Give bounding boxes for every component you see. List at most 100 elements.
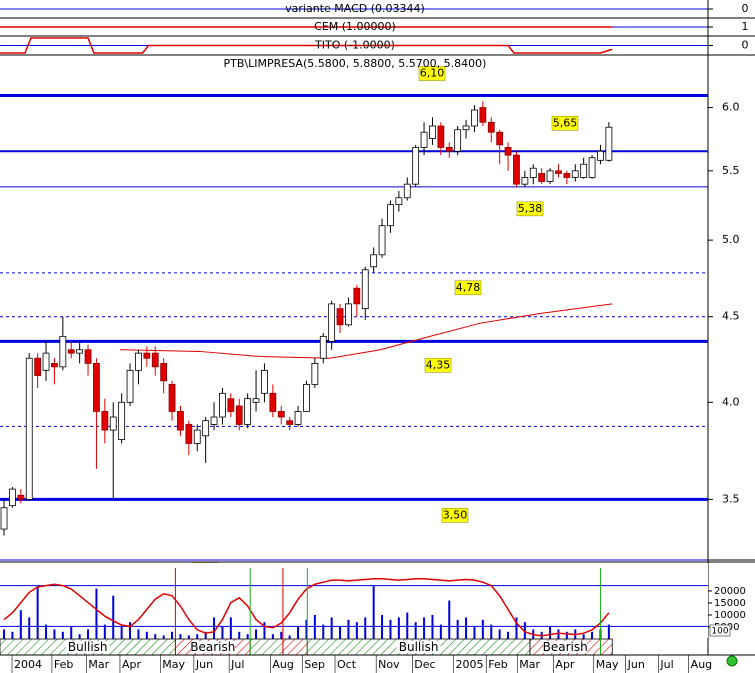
- volume-bar: [565, 631, 568, 639]
- volume-bar: [557, 629, 560, 639]
- trend-segment: [249, 638, 284, 656]
- y-tick-label: 3.5: [722, 492, 740, 505]
- volume-bar: [246, 634, 249, 639]
- candle-body: [538, 173, 546, 182]
- volume-bar: [389, 619, 392, 639]
- y-tick-label: 5.0: [722, 233, 740, 246]
- volume-bar: [473, 626, 476, 639]
- x-tick-label: Jun: [627, 658, 645, 671]
- candle-body: [101, 411, 109, 431]
- candle-body: [521, 177, 529, 185]
- level-label-box: [454, 280, 482, 296]
- candle-body: [571, 170, 579, 178]
- volume-bar: [70, 626, 73, 639]
- unit-label: 100: [711, 627, 728, 637]
- candle-body: [76, 349, 84, 354]
- candle-body: [336, 308, 344, 326]
- x-tick-label: Nov: [378, 658, 400, 671]
- lower-panel-bg: [0, 563, 708, 638]
- candle-body: [0, 507, 8, 530]
- volume-bar: [204, 631, 207, 639]
- volume-bar: [78, 634, 81, 639]
- y-tick-label: 4.5: [722, 310, 740, 323]
- y-tick-label: 0: [742, 39, 749, 52]
- candle-body: [496, 131, 504, 146]
- volume-bar: [271, 634, 274, 639]
- x-tick-label: May: [596, 658, 619, 671]
- level-label-box: [516, 201, 544, 217]
- y-tick-label: 20000: [714, 586, 746, 597]
- indicator-title: CEM (1.00000): [314, 20, 396, 33]
- candle-body: [378, 225, 386, 256]
- candle-body: [429, 125, 436, 139]
- volume-bar: [397, 617, 400, 639]
- candle-body: [504, 147, 512, 156]
- trend-label: Bullish: [68, 640, 108, 654]
- volume-bar: [431, 614, 434, 639]
- level-label: 5,38: [518, 202, 543, 215]
- x-tick-label: Dec: [414, 658, 435, 671]
- candle-body: [286, 420, 294, 425]
- candle-body: [34, 357, 42, 376]
- candle-body: [294, 411, 302, 425]
- volume-bar: [28, 617, 31, 639]
- trend-label-bg: [396, 641, 441, 653]
- volume-bar: [465, 617, 468, 639]
- volume-bar: [179, 634, 182, 639]
- volume-bar: [439, 624, 442, 639]
- volume-bar: [238, 631, 241, 639]
- candle-body: [445, 147, 453, 152]
- level-label: 5,65: [553, 116, 578, 129]
- candle-body: [462, 125, 470, 131]
- candle-body: [227, 398, 235, 412]
- candle-body: [328, 303, 336, 342]
- x-tick-label: Aug: [691, 658, 712, 671]
- level-label-box: [441, 508, 469, 523]
- candle-body: [395, 197, 403, 206]
- status-icon: [726, 655, 738, 667]
- volume-bar: [263, 622, 266, 639]
- volume-bar: [313, 614, 316, 639]
- y-tick-label: 15000: [714, 598, 746, 609]
- volume-bar: [322, 624, 325, 639]
- x-tick-label: May: [162, 658, 185, 671]
- y-tick-label: 4.0: [722, 395, 740, 408]
- candle-body: [93, 362, 100, 412]
- level-label-box: [418, 66, 446, 81]
- x-tick-label: Oct: [337, 658, 357, 671]
- candle-body: [513, 154, 520, 185]
- volume-bar: [414, 622, 417, 639]
- candle-body: [597, 150, 604, 161]
- candle-body: [42, 352, 50, 371]
- x-tick-label: Feb: [488, 658, 507, 671]
- candle-body: [210, 416, 218, 425]
- volume-bar: [515, 617, 518, 639]
- candle-body: [487, 121, 495, 133]
- x-tick-label: Sep: [304, 658, 325, 671]
- candle-body: [588, 157, 596, 178]
- trend-label-bg: [190, 641, 235, 653]
- unit-box: [709, 624, 731, 637]
- volume-bar: [381, 614, 384, 639]
- indicator-line: [0, 37, 613, 54]
- candle-body: [437, 125, 445, 148]
- volume-bar: [45, 624, 48, 639]
- x-tick-label: Apr: [122, 658, 142, 671]
- x-tick-label: Feb: [54, 658, 73, 671]
- volume-bar: [406, 612, 409, 639]
- indicator-title: variante MACD (0.03344): [285, 2, 425, 15]
- level-label-box: [424, 358, 452, 373]
- x-tick-label: Mar: [519, 658, 540, 671]
- candle-body: [244, 398, 252, 425]
- candle-body: [454, 129, 462, 152]
- candle-body: [67, 349, 75, 354]
- volume-bar: [120, 626, 123, 639]
- volume-bar: [154, 634, 157, 639]
- moving-average: [119, 303, 613, 359]
- candle-body: [555, 170, 562, 174]
- volume-bar: [36, 586, 39, 639]
- volume-bar: [372, 586, 375, 639]
- chart-title: PTB\LIMPRESA(5.5800, 5.8800, 5.5700, 5.8…: [224, 57, 487, 70]
- candle-body: [168, 383, 176, 412]
